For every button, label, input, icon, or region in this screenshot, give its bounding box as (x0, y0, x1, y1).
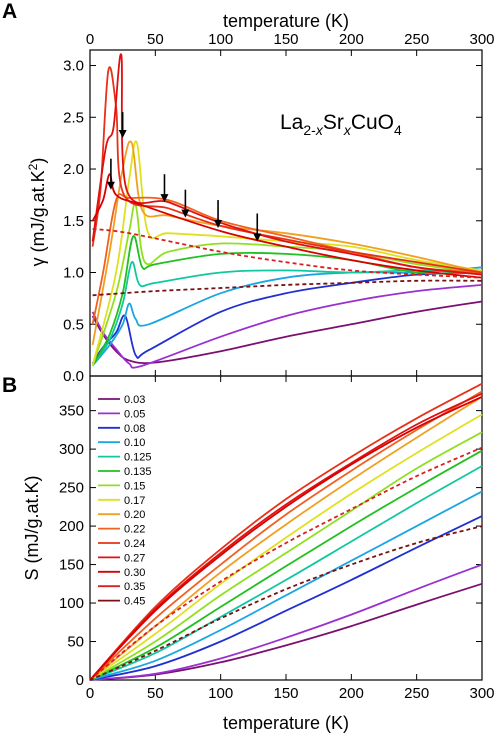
panel-b-xtick-label: 150 (273, 685, 298, 702)
legend-label: 0.45 (124, 596, 145, 608)
legend-label: 0.24 (124, 538, 145, 550)
legend-label: 0.125 (124, 452, 152, 464)
panel-b-series-line-0_24 (89, 382, 483, 681)
panel-a-ytick-label: 2.0 (63, 161, 84, 178)
panel-a-series (91, 53, 483, 369)
panel-a-series-line-0_05 (91, 284, 483, 369)
panel-a-series-line-0_03 (91, 300, 483, 365)
panel-b-ytick-label: 50 (67, 634, 84, 651)
panel-b-series (89, 382, 483, 681)
panel-b-xtick-label: 250 (404, 685, 429, 702)
legend-label: 0.22 (124, 524, 145, 536)
legend-label: 0.135 (124, 466, 152, 478)
transition-arrow-head (160, 194, 169, 203)
panel-a-xtick-label: 250 (404, 31, 429, 48)
panel-a-series-line-0_45 (92, 279, 483, 297)
transition-arrow-head (253, 233, 262, 242)
panel-a-xtick-label: 0 (86, 31, 94, 48)
panel-b-series-line-0_45 (89, 525, 483, 681)
legend-label: 0.05 (124, 408, 145, 420)
panel-a-ytick-label: 3.0 (63, 58, 84, 75)
panel-a-xtick-label: 150 (273, 31, 298, 48)
panel-a-ytick-label: 2.5 (63, 109, 84, 126)
panel-a-xtick-label: 200 (339, 31, 364, 48)
panel-b-xtick-label: 300 (469, 685, 494, 702)
panel-a-ylabel: γ (mJ/g.at.K2) (26, 158, 48, 267)
panel-a-x-ticks: 0 50 100 150 200 250 300 (86, 31, 495, 376)
panel-b-xtick-label: 100 (208, 685, 233, 702)
compound-formula: La2-xSrxCuO4 (280, 111, 402, 138)
panel-b-series-line-0_135 (89, 449, 483, 681)
panel-b-ytick-label: 350 (59, 403, 84, 420)
panel-a-series-line-0_08 (91, 271, 483, 365)
panel-b-series-line-0_15 (89, 431, 483, 681)
panel-a-ytick-label: 0.0 (63, 368, 84, 385)
panel-a-series-line-0_135 (91, 235, 483, 367)
panel-a-series-line-0_30 (91, 173, 483, 279)
panel-b-series-line-0_27 (89, 392, 483, 681)
panel-a: A temperature (K) 0 50 100 150 200 250 300 0.0… (2, 0, 495, 385)
legend-label: 0.03 (124, 394, 145, 406)
panel-b-xtick-label: 200 (339, 685, 364, 702)
legend-label: 0.08 (124, 423, 145, 435)
panel-b: B 0 50 100 150 200 250 300 0 50 100 150 200 250 300 3… (2, 374, 495, 733)
panel-b-ytick-label: 200 (59, 518, 84, 535)
panel-b-label: B (2, 374, 17, 397)
panel-b-series-line-0_08 (89, 515, 483, 681)
legend-label: 0.10 (124, 437, 145, 449)
panel-b-ylabel: S (mJ/g.at.K) (22, 475, 42, 580)
legend-label: 0.20 (124, 509, 145, 521)
panel-b-legend: 0.03 0.05 0.08 0.10 0.125 0.135 0.15 0.17 0.20 0.… (98, 394, 152, 608)
panel-b-series-line-0_30 (89, 395, 483, 681)
panel-a-series-line-0_24 (91, 66, 483, 274)
legend-label: 0.27 (124, 552, 145, 564)
panel-a-arrows (106, 112, 262, 242)
panel-a-xtick-label: 50 (147, 31, 164, 48)
legend-label: 0.35 (124, 581, 145, 593)
panel-b-xtick-label: 50 (147, 685, 164, 702)
panel-a-series-line-0_27 (91, 53, 483, 276)
panel-a-series-line-0_17 (91, 140, 483, 366)
panel-a-y-ticks: 0.0 0.5 1.0 1.5 2.0 2.5 3.0 (63, 58, 482, 385)
panel-a-plot-frame (89, 49, 483, 377)
legend-label: 0.30 (124, 567, 145, 579)
legend-label: 0.15 (124, 480, 145, 492)
panel-b-ytick-label: 0 (76, 672, 84, 689)
panel-b-ytick-label: 300 (59, 441, 84, 458)
panel-b-y-ticks: 0 50 100 150 200 250 300 350 (59, 403, 482, 689)
panel-b-series-line-0_125 (89, 465, 483, 681)
panel-a-ytick-label: 1.5 (63, 213, 84, 230)
transition-arrow-head (181, 209, 190, 218)
panel-a-ytick-label: 0.5 (63, 316, 84, 333)
panel-a-label: A (2, 0, 17, 23)
panel-a-series-line-0_15 (91, 203, 483, 366)
panel-b-series-line-0_05 (89, 563, 483, 681)
panel-a-ytick-label: 1.0 (63, 265, 84, 282)
panel-b-x-ticks: 0 50 100 150 200 250 300 (86, 376, 495, 702)
transition-arrow-head (214, 220, 223, 229)
panel-b-ytick-label: 250 (59, 480, 84, 497)
panel-b-series-line-0_17 (89, 413, 483, 681)
panel-a-xtick-label: 300 (469, 31, 494, 48)
panel-b-xtick-label: 0 (86, 685, 94, 702)
panel-b-series-line-0_10 (89, 490, 483, 681)
panel-a-xtick-label: 100 (208, 31, 233, 48)
panel-b-ytick-label: 100 (59, 595, 84, 612)
panel-a-series-line-0_20 (91, 140, 483, 346)
transition-arrow-head (118, 129, 127, 138)
panel-a-top-xlabel: temperature (K) (223, 11, 349, 31)
legend-label: 0.17 (124, 495, 145, 507)
panel-b-series-line-0_22 (89, 390, 483, 681)
panel-a-series-line-0_35 (92, 228, 483, 279)
panel-b-xlabel: temperature (K) (223, 713, 349, 733)
panel-b-ytick-label: 150 (59, 557, 84, 574)
panel-b-series-line-0_35 (89, 446, 483, 681)
transition-arrow-head (106, 181, 115, 190)
